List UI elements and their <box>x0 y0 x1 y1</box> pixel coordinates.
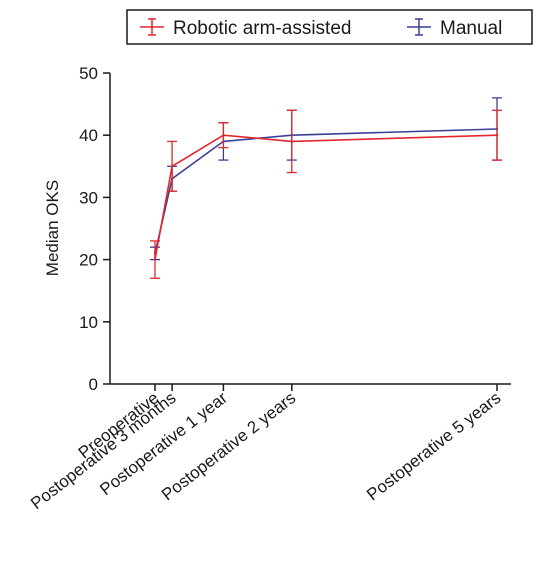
y-tick-label: 0 <box>89 375 98 394</box>
series-robotic-arm-assisted <box>150 109 502 279</box>
x-tick-label: Postoperative 5 years <box>363 388 504 504</box>
data-point <box>495 134 499 137</box>
series-manual <box>150 97 502 261</box>
series-layer <box>150 97 502 279</box>
data-point <box>153 258 157 261</box>
series-line <box>154 128 498 254</box>
x-tick-label: Postoperative 2 years <box>158 388 299 504</box>
y-tick-label: 30 <box>79 188 98 207</box>
legend-item: Robotic arm-assisted <box>140 18 351 39</box>
legend-label: Manual <box>440 18 502 39</box>
y-tick-label: 50 <box>79 64 98 83</box>
legend-item: Manual <box>407 18 502 39</box>
y-tick-label: 20 <box>79 251 98 270</box>
legend: Robotic arm-assisted Manual <box>126 9 533 45</box>
legend-label: Robotic arm-assisted <box>173 18 351 39</box>
data-point <box>290 140 293 143</box>
y-tick-label: 40 <box>79 126 98 145</box>
data-point <box>170 165 174 168</box>
y-tick-label: 10 <box>79 313 98 332</box>
data-point <box>222 134 225 137</box>
y-axis-title: Median OKS <box>43 180 62 276</box>
legend-box <box>126 9 533 45</box>
